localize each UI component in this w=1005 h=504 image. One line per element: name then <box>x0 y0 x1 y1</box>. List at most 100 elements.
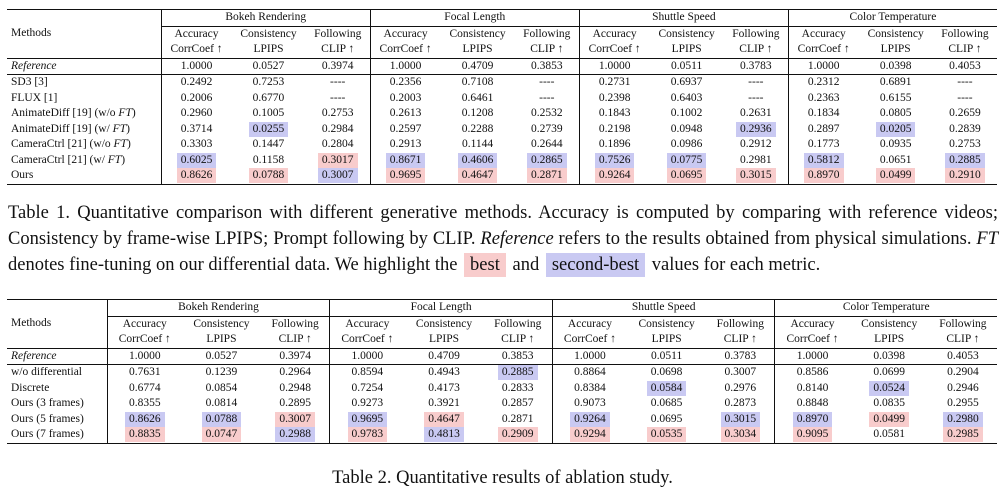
value: 0.2885 <box>945 152 985 168</box>
value: 0.0695 <box>666 168 707 184</box>
value-cell: 0.0499 <box>858 168 933 185</box>
value: 0.2003 <box>389 91 422 104</box>
value-cell: 1.0000 <box>787 58 859 75</box>
value: 0.0788 <box>201 411 242 427</box>
value-cell: 0.2532 <box>515 106 580 122</box>
value-cell: 0.2871 <box>484 412 553 428</box>
header-row-metrics: Accuracy Consistency Following Accuracy Cons… <box>7 26 997 42</box>
value: 0.2833 <box>501 381 534 394</box>
value-cell: 0.2936 <box>724 121 789 138</box>
value-cell: ---- <box>933 91 997 107</box>
table-2-caption: Table 2. Quantitative results of ablatio… <box>332 468 673 488</box>
value: 1.0000 <box>389 59 422 72</box>
value: 0.8594 <box>351 366 384 379</box>
metric-header: Accuracy <box>106 316 182 332</box>
value: 0.0535 <box>646 427 687 443</box>
metric-subheader: CLIP ↑ <box>483 332 553 349</box>
metric-header: Consistency <box>415 317 473 330</box>
table-row: AnimateDiff [19] (w/o FT) 0.2960 0.1005 0.2… <box>7 106 997 122</box>
method-cell: AnimateDiff [19] (w/ FT) <box>7 122 161 138</box>
value: 0.2739 <box>530 122 563 135</box>
value-cell: 0.0986 <box>649 137 723 153</box>
value: 0.3783 <box>724 349 757 362</box>
table-row: Discrete 0.6774 0.0854 0.2948 0.7254 0.4173 0.… <box>7 380 997 397</box>
value-cell: 0.7631 <box>106 364 182 381</box>
value-cell: 0.3921 <box>404 396 483 412</box>
value-cell: 0.2644 <box>515 137 580 153</box>
value-cell: 0.0854 <box>182 381 261 397</box>
value-cell: 0.2913 <box>369 137 441 153</box>
value: 0.1843 <box>598 107 631 120</box>
value: 0.0835 <box>873 397 905 410</box>
value-cell: 1.0000 <box>578 58 650 75</box>
caption-reference-word: Reference <box>480 229 554 249</box>
value-cell: 0.2865 <box>515 152 580 169</box>
value: 0.4053 <box>947 349 979 362</box>
value-cell: 0.9273 <box>329 396 405 412</box>
value-cell: 0.2946 <box>929 381 997 397</box>
value: 0.0205 <box>875 121 916 137</box>
metric-subheader: CLIP ↑ <box>932 42 997 59</box>
method-cell: Ours <box>7 168 162 185</box>
value-cell: 0.0255 <box>231 121 305 138</box>
value-cell: 0.2198 <box>578 121 650 137</box>
value: 0.6155 <box>879 91 912 104</box>
metric-header: Consistency <box>867 27 924 40</box>
value-cell: 0.6770 <box>231 91 305 107</box>
value: 0.0747 <box>201 427 242 443</box>
value: 0.7108 <box>461 76 494 89</box>
value-cell: 0.3007 <box>261 411 330 428</box>
metric-header: Following <box>494 317 542 330</box>
value: 0.2644 <box>530 138 563 151</box>
value-cell: 0.1239 <box>182 365 261 381</box>
value-cell: 0.8586 <box>774 364 850 381</box>
value: ---- <box>330 76 346 89</box>
metric-header: Following <box>523 27 571 40</box>
value: 0.5812 <box>803 152 844 168</box>
value: 1.0000 <box>796 349 829 362</box>
value: 0.2753 <box>321 107 354 120</box>
method-cell: Ours (7 frames) <box>7 427 108 444</box>
value-cell: 0.2739 <box>515 122 580 138</box>
value-cell: 0.3015 <box>706 411 775 428</box>
value: 0.1208 <box>461 107 494 120</box>
value-cell: 0.8594 <box>329 364 405 381</box>
value-cell: 0.0695 <box>649 168 724 185</box>
value: 0.2006 <box>180 91 213 104</box>
value: 0.0527 <box>252 59 285 72</box>
metric-subheader: CorrCoef ↑ <box>578 42 650 59</box>
metric-subheader: LPIPS <box>627 332 707 349</box>
value-cell: 0.2948 <box>261 381 330 397</box>
value: 0.2871 <box>501 412 534 425</box>
value-cell: 0.3007 <box>706 365 775 381</box>
value-cell: 0.8848 <box>774 396 850 412</box>
value-cell: ---- <box>306 91 371 107</box>
table-1: Methods Bokeh Rendering Focal Length Shuttl… <box>7 9 997 185</box>
value-cell: 0.2003 <box>369 90 441 106</box>
metric-header: Consistency <box>240 27 297 40</box>
header-row-metrics: Accuracy Consistency Following Accuracy Cons… <box>7 316 997 332</box>
value-cell: 0.4606 <box>440 152 514 169</box>
caption-text: refers to the results obtained from phys… <box>553 229 977 249</box>
value-cell: 0.2288 <box>440 122 514 138</box>
method-cell: SD3 [3] <box>7 75 161 91</box>
value: 0.2985 <box>943 427 983 443</box>
value: 0.3303 <box>180 138 213 151</box>
method-name: Ours (3 frames) <box>11 397 84 410</box>
value: 0.9695 <box>385 168 426 184</box>
table-row: CameraCtrl [21] (w/ FT) 0.6025 0.1158 0.301… <box>7 152 997 169</box>
value: 0.2597 <box>389 122 422 135</box>
value-cell: ---- <box>933 75 997 91</box>
value: 0.2532 <box>530 107 563 120</box>
value-cell: 0.0935 <box>859 137 933 153</box>
value: 0.0854 <box>205 381 238 394</box>
value-cell: 0.4647 <box>404 411 483 428</box>
value-cell: 0.2659 <box>933 106 997 122</box>
metric-subheader: CorrCoef ↑ <box>106 332 182 349</box>
value-cell: 0.3017 <box>306 152 371 169</box>
value-cell: 0.3853 <box>483 348 553 365</box>
value: 0.0814 <box>205 397 238 410</box>
value: 0.2909 <box>497 427 538 443</box>
value-cell: 0.2964 <box>261 365 330 381</box>
value: 0.2976 <box>724 381 757 394</box>
